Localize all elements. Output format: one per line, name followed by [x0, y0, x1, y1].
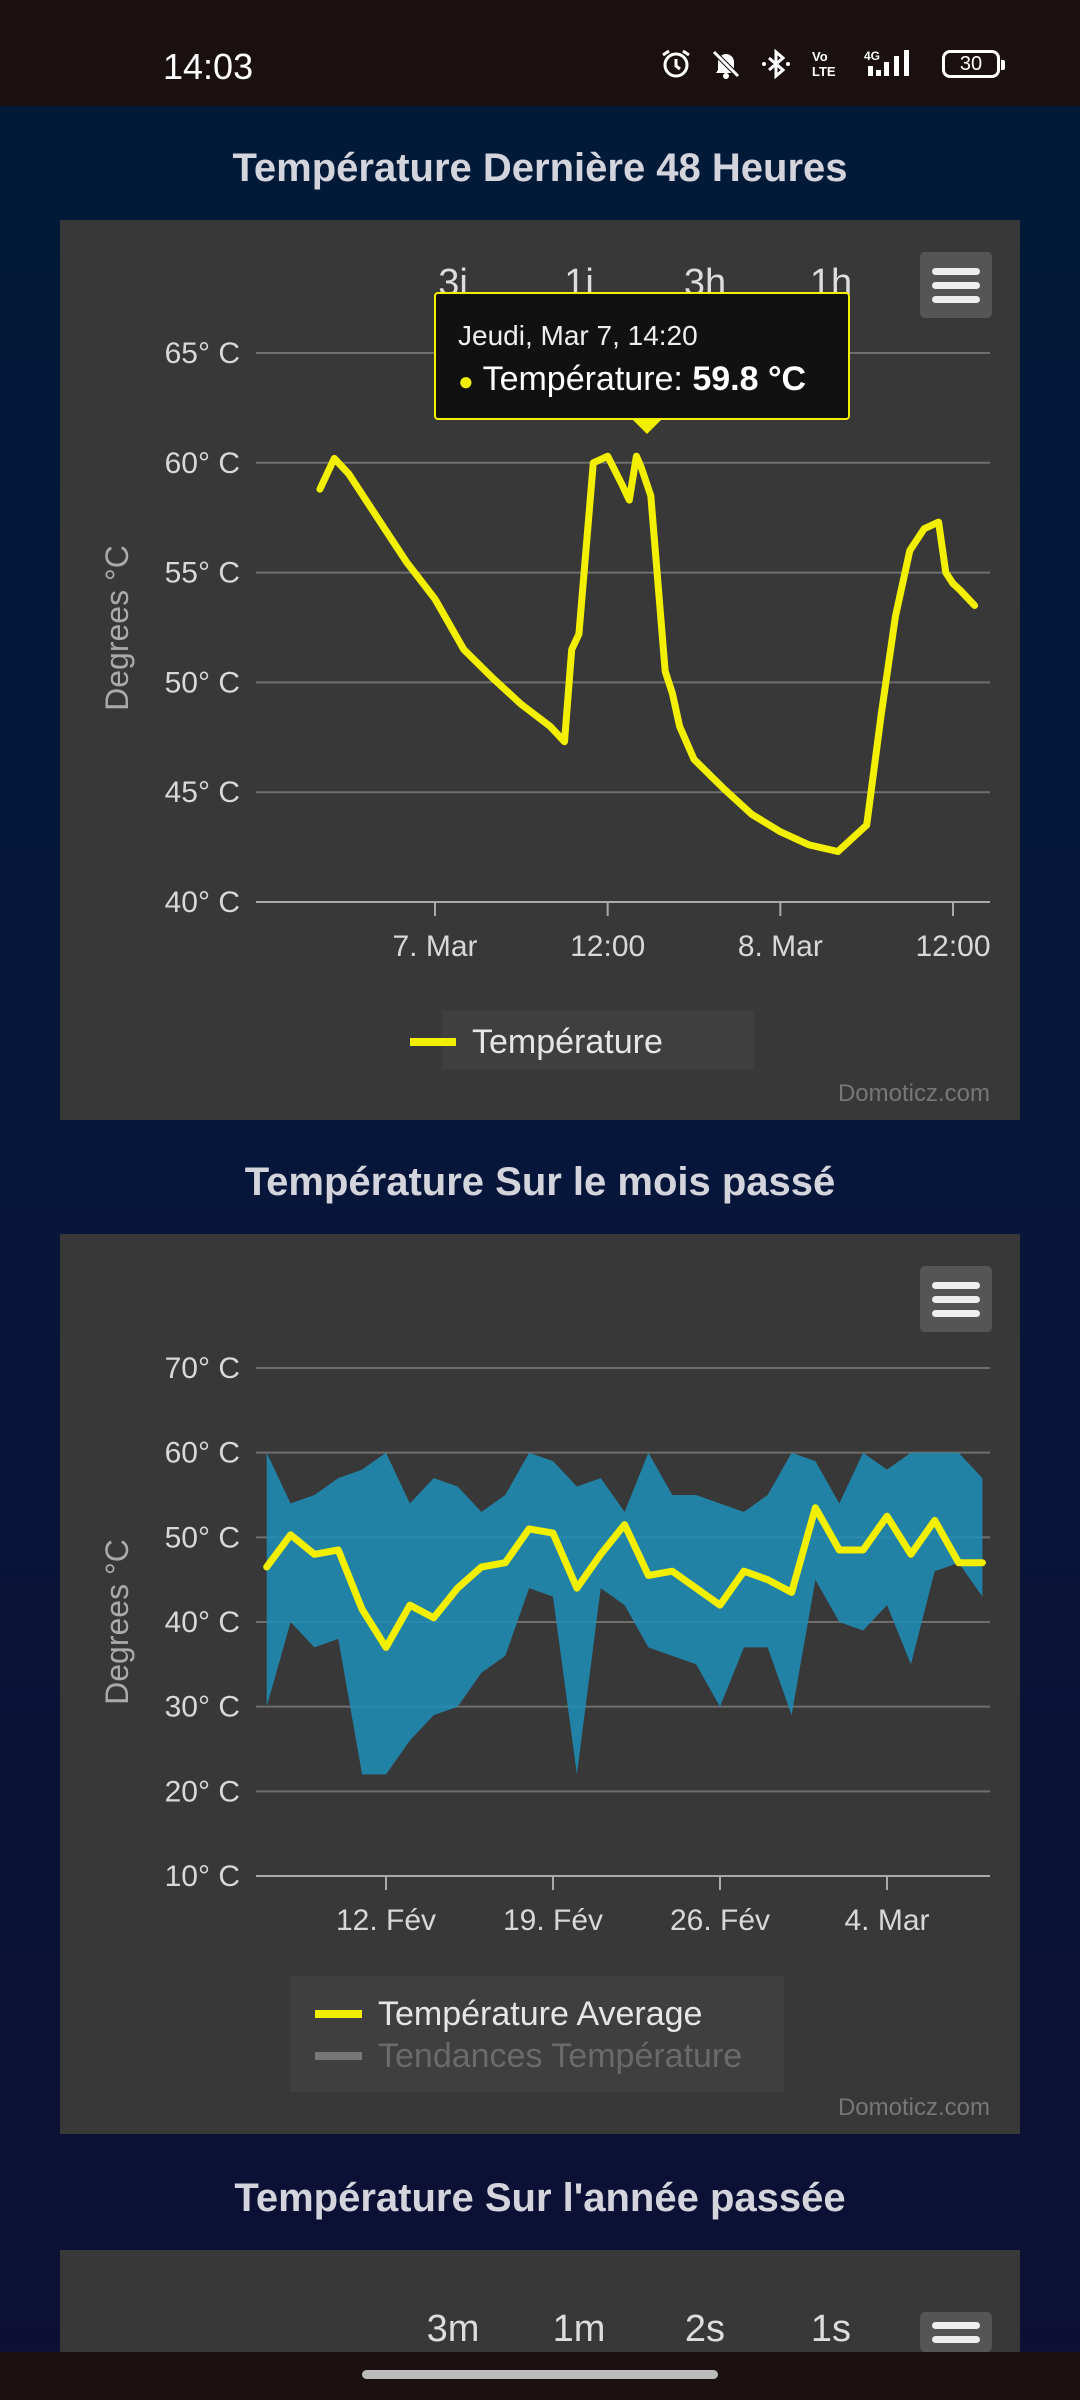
temperature-series-line — [316, 452, 979, 855]
hamburger-menu-icon — [932, 1281, 980, 1289]
y-tick-label: 10° C — [165, 1860, 240, 1893]
zoom-3m-button[interactable]: 3m — [426, 2308, 480, 2350]
hamburger-menu-icon — [932, 267, 980, 275]
y-tick-label: 60° C — [165, 447, 240, 480]
y-tick-label: 50° C — [165, 666, 240, 699]
chart-1-menu-button[interactable] — [920, 252, 992, 318]
bluetooth-icon — [762, 48, 790, 80]
legend-box — [442, 1010, 754, 1070]
chart-2-credit[interactable]: Domoticz.com — [837, 2094, 990, 2121]
hamburger-menu-icon — [932, 2321, 980, 2329]
muted-bell-icon — [712, 50, 740, 79]
svg-text:4G: 4G — [864, 49, 880, 63]
signal-4g-icon: 4G — [864, 49, 909, 76]
svg-text:LTE: LTE — [812, 64, 836, 79]
y-tick-label: 45° C — [165, 776, 240, 809]
chart-3-zoom-row: 3m 1m 2s 1s — [390, 2308, 894, 2351]
chart-1-title: Température Dernière 48 Heures — [232, 146, 848, 190]
chart-1-credit[interactable]: Domoticz.com — [837, 1080, 990, 1107]
legend-item-temperature: Température — [472, 1023, 663, 1061]
chart-2-title: Température Sur le mois passé — [244, 1160, 836, 1204]
legend-item-trend: Tendances Température — [378, 2037, 742, 2075]
temperature-average-line — [263, 1504, 986, 1651]
y-tick-label: 70° C — [165, 1352, 240, 1385]
zoom-1s-button[interactable]: 1s — [810, 2308, 852, 2350]
x-tick-label: 7. Mar — [392, 930, 477, 963]
x-tick-label: 19. Fév — [503, 1904, 603, 1937]
chart-3-panel: 3m 1m 2s 1s — [60, 2250, 1020, 2352]
tooltip-dot-icon: ● — [458, 366, 474, 396]
y-tick-label: 40° C — [165, 1606, 240, 1639]
chart-3-title: Température Sur l'année passée — [234, 2176, 846, 2220]
svg-text:Vo: Vo — [812, 49, 828, 64]
legend-box — [290, 1976, 784, 2092]
y-axis-label: Degrees °C — [99, 545, 135, 711]
tooltip-series: Température: — [482, 360, 683, 398]
y-tick-label: 60° C — [165, 1437, 240, 1470]
alarm-icon — [662, 49, 690, 78]
tooltip-line: ● Température: 59.8 °C — [458, 360, 826, 399]
tooltip-value: 59.8 °C — [692, 360, 807, 398]
status-icons: Vo LTE 4G 30 — [660, 48, 1005, 80]
y-tick-label: 65° C — [165, 337, 240, 370]
y-tick-label: 50° C — [165, 1521, 240, 1554]
zoom-2s-button[interactable]: 2s — [684, 2308, 726, 2350]
chart-2-svg: 70° C 60° C 50° C 40° C 30° C 20° C 10° C Degre… — [99, 1352, 990, 2092]
zoom-1m-button[interactable]: 1m — [552, 2308, 606, 2350]
x-tick-label: 12. Fév — [336, 1904, 436, 1937]
y-tick-label: 20° C — [165, 1775, 240, 1808]
x-tick-label: 12:00 — [570, 930, 645, 963]
x-tick-label: 8. Mar — [738, 930, 823, 963]
x-tick-label: 4. Mar — [844, 1904, 929, 1937]
x-tick-label: 26. Fév — [670, 1904, 770, 1937]
y-tick-label: 40° C — [165, 886, 240, 919]
chart-2-panel: 70° C 60° C 50° C 40° C 30° C 20° C 10° C Degre… — [60, 1234, 1020, 2134]
chart-1-tooltip: Jeudi, Mar 7, 14:20 ● Température: 59.8 … — [434, 292, 850, 434]
battery-icon: 30 — [942, 50, 1005, 78]
status-time: 14:03 — [163, 46, 254, 87]
chart-2-menu-button[interactable] — [920, 1266, 992, 1332]
chart-1-svg: 65° C 60° C 55° C 50° C 45° C 40° C 7. Mar 12:0… — [99, 337, 991, 1070]
status-bar: 14:03 Vo LTE 4G 30 — [0, 0, 1080, 106]
x-tick-label: 12:00 — [915, 930, 990, 963]
y-tick-label: 30° C — [165, 1691, 240, 1724]
legend-item-average: Température Average — [378, 1995, 702, 2033]
tooltip-date: Jeudi, Mar 7, 14:20 — [458, 320, 698, 351]
home-indicator[interactable] — [362, 2370, 718, 2379]
chart-3-menu-button[interactable] — [920, 2312, 992, 2352]
temperature-range-area — [266, 1452, 983, 1775]
y-tick-label: 55° C — [165, 557, 240, 590]
y-axis-label: Degrees °C — [99, 1539, 135, 1705]
